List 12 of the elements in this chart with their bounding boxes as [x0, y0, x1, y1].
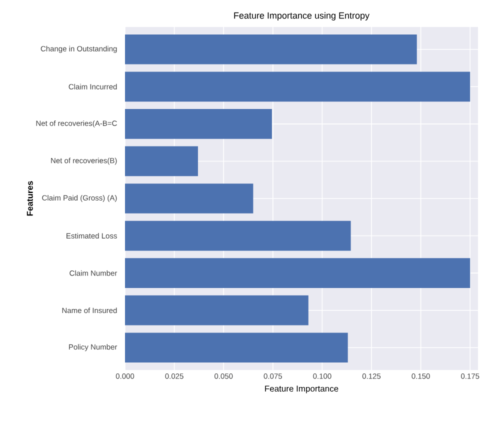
bar	[125, 332, 348, 363]
bar	[125, 146, 198, 176]
bar	[125, 258, 470, 288]
bar	[125, 72, 470, 102]
bar	[125, 109, 272, 139]
bar	[125, 220, 351, 251]
bar	[125, 184, 254, 214]
x-axis-title: Feature Importance	[265, 386, 338, 394]
bar	[125, 295, 308, 326]
bar	[125, 34, 417, 64]
y-axis-title: Features	[26, 181, 33, 216]
chart-title: Feature Importance using Entropy	[234, 12, 370, 20]
